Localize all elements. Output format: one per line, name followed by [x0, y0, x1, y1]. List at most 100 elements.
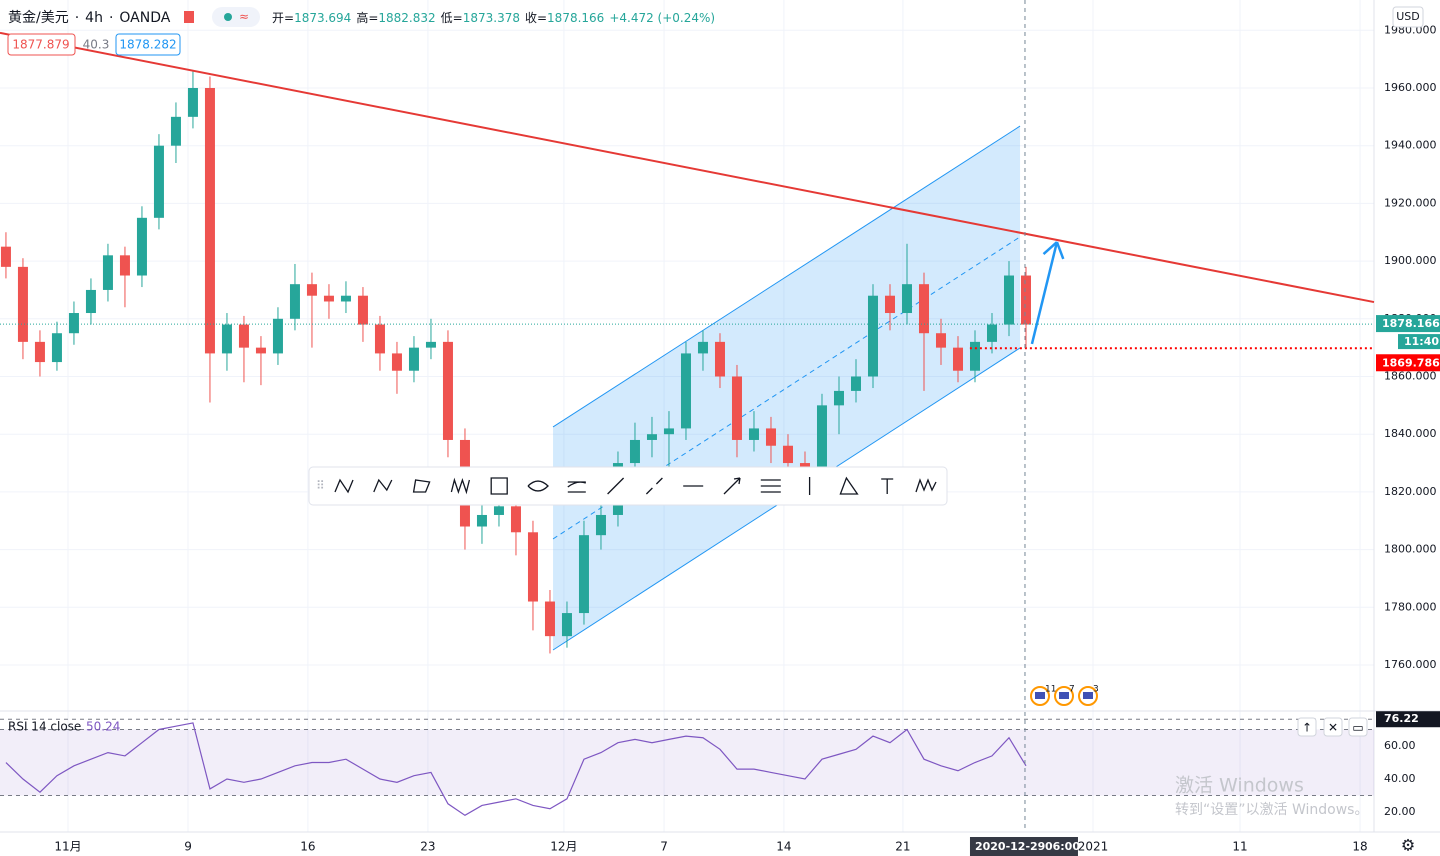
toolbar-button[interactable] — [637, 469, 672, 503]
buy-box[interactable] — [115, 33, 181, 56]
candle-body — [646, 434, 657, 440]
toolbar-icon[interactable] — [450, 477, 471, 495]
y-tick-label: 1820.000 — [1384, 485, 1437, 498]
toolbar-icon[interactable] — [567, 481, 587, 493]
toolbar-icon[interactable] — [881, 478, 894, 494]
candle-body — [748, 428, 759, 440]
ohlc-line: 开=1873.694 高=1882.832 低=1873.378 收=1878.166… — [272, 10, 715, 25]
pane-button[interactable] — [1348, 717, 1368, 737]
drawing-toolbar: ⠿ — [308, 466, 948, 506]
last-price-label: 1878.166 — [1382, 317, 1440, 330]
symbol[interactable]: 黄金/美元 — [8, 9, 69, 26]
pane-button-icon[interactable]: ↑ — [1302, 721, 1312, 735]
trend-line — [0, 31, 1375, 304]
candle-body — [17, 266, 28, 342]
toolbar-icon[interactable] — [723, 477, 741, 495]
candle-body — [34, 341, 45, 363]
candle-body — [595, 514, 606, 536]
y-tick-label: 60.00 — [1384, 739, 1416, 752]
candle-body — [867, 295, 878, 377]
candle-body — [255, 347, 266, 354]
candle-body — [969, 341, 980, 371]
candle-body — [986, 324, 997, 342]
candle-body — [510, 506, 521, 533]
low-label: 低= — [441, 11, 463, 25]
arrow-head — [1055, 241, 1065, 260]
toolbar-icon[interactable] — [839, 476, 859, 495]
y-tick-label: 1800.000 — [1384, 543, 1437, 556]
interval[interactable]: 4h — [85, 10, 103, 26]
watermark-subtitle: 转到“设置”以激活 Windows。 — [1175, 801, 1368, 818]
x-tick-label: 18 — [1352, 840, 1367, 854]
toolbar-icon[interactable] — [334, 478, 354, 494]
buy-price[interactable]: 1878.282 — [119, 38, 176, 52]
y-tick-label: 1900.000 — [1384, 254, 1437, 267]
crosshair-date: 2020-12-29 — [975, 840, 1045, 853]
last-price-tag — [1376, 315, 1440, 333]
sell-price[interactable]: 1877.879 — [12, 38, 69, 52]
x-tick-label: 23 — [420, 840, 435, 854]
candle-body — [408, 347, 419, 371]
candle-body — [1003, 275, 1014, 325]
separator: · — [75, 10, 79, 26]
candle-body — [85, 289, 96, 314]
x-tick-label: 7 — [660, 840, 668, 854]
toolbar-icon[interactable] — [760, 479, 781, 493]
settings-icon[interactable]: ⚙ — [1401, 836, 1415, 855]
candle-body — [561, 613, 572, 637]
pane-button-icon[interactable]: ✕ — [1328, 721, 1338, 735]
close-label: 收= — [525, 11, 547, 25]
candle-body — [578, 535, 589, 614]
toolbar-grip[interactable]: ⠿ — [316, 479, 325, 493]
pane-button[interactable] — [1297, 717, 1317, 737]
x-tick-label: 11月 — [54, 840, 81, 854]
candle-body — [357, 295, 368, 325]
rsi-last: 50.24 — [86, 720, 120, 734]
x-tick-label: 14 — [776, 840, 791, 854]
candle-body — [493, 506, 504, 515]
channel-upper — [552, 125, 1021, 428]
status-wave: ≈ — [239, 10, 249, 24]
toolbar-button[interactable] — [521, 469, 555, 503]
toolbar-button[interactable] — [559, 469, 594, 503]
toolbar-icon[interactable] — [607, 477, 625, 495]
candle-body — [544, 601, 555, 637]
candle-body — [323, 295, 334, 302]
candle-body — [527, 532, 538, 602]
candle-body — [782, 445, 793, 464]
toolbar-icon[interactable] — [373, 478, 393, 493]
event-count: 11 — [1045, 685, 1056, 695]
currency[interactable]: USD — [1396, 10, 1420, 23]
candle-body — [884, 295, 895, 314]
toolbar-icon[interactable] — [915, 478, 937, 493]
arrow-head — [1042, 241, 1058, 255]
toolbar-icon[interactable] — [527, 480, 549, 492]
status-pill[interactable] — [212, 7, 260, 27]
high-label: 高= — [356, 10, 378, 25]
event-count: 3 — [1093, 685, 1099, 695]
sell-box[interactable] — [7, 33, 76, 56]
candle-body — [0, 246, 11, 267]
candle-body — [170, 116, 181, 146]
toolbar-button[interactable] — [831, 469, 866, 503]
toolbar-icon[interactable] — [490, 477, 508, 495]
open-label: 开= — [272, 11, 294, 25]
separator: · — [109, 10, 113, 26]
currency-box[interactable] — [1392, 6, 1424, 28]
pane-button-icon[interactable]: ▭ — [1352, 721, 1363, 735]
toolbar-icon[interactable] — [645, 477, 663, 495]
event-count: 7 — [1069, 685, 1075, 695]
flag-icon[interactable] — [184, 11, 194, 23]
toolbar-button[interactable] — [482, 469, 517, 503]
pane-button[interactable] — [1323, 717, 1343, 737]
candle-body — [289, 284, 300, 319]
rsi-tag-label: 76.22 — [1384, 712, 1419, 725]
toolbar-icon[interactable] — [412, 479, 431, 493]
symbol-line: 黄金/美元 · 4h · OANDA — [8, 9, 171, 26]
crosshair-time: 06:00 — [1045, 840, 1080, 853]
status-dot — [224, 13, 232, 21]
toolbar-button[interactable] — [404, 469, 439, 503]
